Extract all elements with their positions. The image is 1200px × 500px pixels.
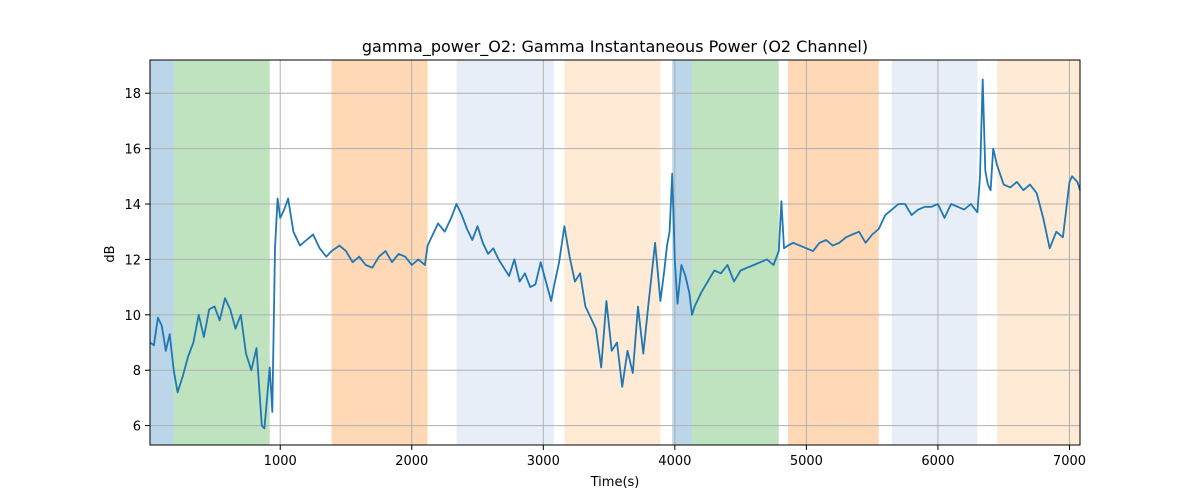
y-tick-label: 14: [124, 198, 141, 213]
series-line-0: [149, 78, 1081, 430]
grid-lines: [150, 60, 1080, 445]
x-tick-label: 1000: [264, 454, 297, 469]
shaded-intervals: [150, 60, 1080, 445]
y-axis-label: dB: [103, 245, 118, 262]
series-layer: [149, 78, 1081, 430]
band-4: [564, 60, 661, 445]
chart-title: gamma_power_O2: Gamma Instantaneous Powe…: [362, 37, 868, 57]
band-0: [150, 60, 174, 445]
x-tick-label: 4000: [658, 454, 691, 469]
plot-border: [149, 59, 1081, 446]
x-tick-label: 2000: [395, 454, 428, 469]
band-8: [891, 60, 978, 445]
band-6: [691, 60, 779, 445]
band-3: [456, 60, 554, 445]
y-axis-ticks: 6 8 10 12 14 16 18: [124, 87, 150, 435]
plot-frame: [149, 59, 1081, 446]
x-tick-label: 7000: [1053, 454, 1086, 469]
x-tick-label: 3000: [527, 454, 560, 469]
y-tick-label: 16: [124, 143, 141, 158]
x-axis-label: Time(s): [590, 475, 640, 490]
band-1: [173, 60, 270, 445]
y-tick-label: 6: [133, 420, 141, 435]
x-tick-label: 6000: [921, 454, 954, 469]
y-tick-label: 12: [124, 253, 141, 268]
x-tick-label: 5000: [790, 454, 823, 469]
y-tick-label: 18: [124, 87, 141, 102]
band-5: [672, 60, 692, 445]
y-tick-label: 8: [133, 364, 141, 379]
band-9: [997, 60, 1080, 445]
x-axis-ticks: 1000 2000 3000 4000 5000 6000 7000: [264, 445, 1086, 469]
y-tick-label: 10: [124, 309, 141, 324]
band-7: [787, 60, 879, 445]
